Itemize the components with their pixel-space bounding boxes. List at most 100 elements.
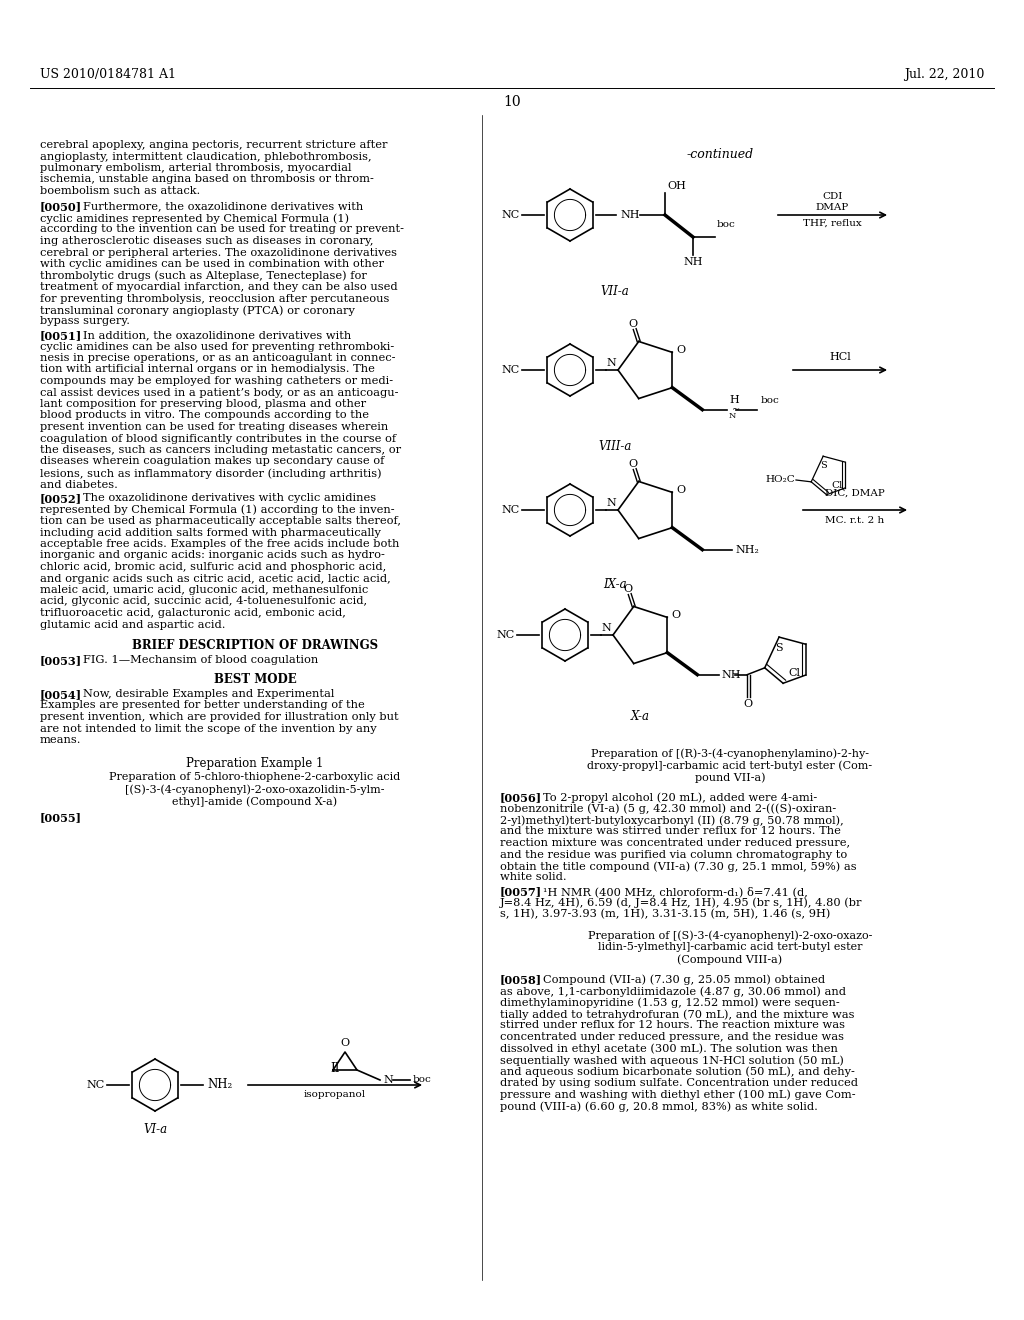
Text: Now, desirable Examples and Experimental: Now, desirable Examples and Experimental (83, 689, 335, 700)
Text: [0055]: [0055] (40, 813, 82, 824)
Text: NC: NC (497, 630, 515, 640)
Text: ing atherosclerotic diseases such as diseases in coronary,: ing atherosclerotic diseases such as dis… (40, 236, 374, 246)
Text: angioplasty, intermittent claudication, phlebothrombosis,: angioplasty, intermittent claudication, … (40, 152, 372, 161)
Text: coagulation of blood significantly contributes in the course of: coagulation of blood significantly contr… (40, 433, 396, 444)
Text: obtain the title compound (VII-a) (7.30 g, 25.1 mmol, 59%) as: obtain the title compound (VII-a) (7.30 … (500, 861, 857, 871)
Text: II: II (331, 1063, 340, 1074)
Text: treatment of myocardial infarction, and they can be also used: treatment of myocardial infarction, and … (40, 282, 397, 292)
Text: Preparation Example 1: Preparation Example 1 (186, 756, 324, 770)
Text: and the mixture was stirred under reflux for 12 hours. The: and the mixture was stirred under reflux… (500, 826, 841, 837)
Text: J=8.4 Hz, 4H), 6.59 (d, J=8.4 Hz, 1H), 4.95 (br s, 1H), 4.80 (br: J=8.4 Hz, 4H), 6.59 (d, J=8.4 Hz, 1H), 4… (500, 898, 862, 908)
Text: acid, glyconic acid, succinic acid, 4-toluenesulfonic acid,: acid, glyconic acid, succinic acid, 4-to… (40, 597, 368, 606)
Text: drated by using sodium sulfate. Concentration under reduced: drated by using sodium sulfate. Concentr… (500, 1078, 858, 1088)
Text: [(S)-3-(4-cyanophenyl)-2-oxo-oxazolidin-5-ylm-: [(S)-3-(4-cyanophenyl)-2-oxo-oxazolidin-… (125, 784, 385, 795)
Text: chloric acid, bromic acid, sulfuric acid and phosphoric acid,: chloric acid, bromic acid, sulfuric acid… (40, 562, 386, 572)
Text: [0056]: [0056] (500, 792, 542, 803)
Text: tially added to tetrahydrofuran (70 mL), and the mixture was: tially added to tetrahydrofuran (70 mL),… (500, 1008, 854, 1019)
Text: are not intended to limit the scope of the invention by any: are not intended to limit the scope of t… (40, 723, 377, 734)
Text: and aqueous sodium bicarbonate solution (50 mL), and dehy-: and aqueous sodium bicarbonate solution … (500, 1067, 855, 1077)
Text: The oxazolidinone derivatives with cyclic amidines: The oxazolidinone derivatives with cycli… (83, 492, 376, 503)
Text: N: N (601, 623, 611, 634)
Text: NC: NC (502, 506, 520, 515)
Text: maleic acid, umaric acid, gluconic acid, methanesulfonic: maleic acid, umaric acid, gluconic acid,… (40, 585, 369, 595)
Text: present invention, which are provided for illustration only but: present invention, which are provided fo… (40, 711, 398, 722)
Text: [0057]: [0057] (500, 886, 542, 898)
Text: including acid addition salts formed with pharmaceutically: including acid addition salts formed wit… (40, 528, 381, 537)
Text: lant composition for preserving blood, plasma and other: lant composition for preserving blood, p… (40, 399, 367, 409)
Text: Cl: Cl (831, 480, 843, 490)
Text: NC: NC (87, 1080, 105, 1090)
Text: according to the invention can be used for treating or prevent-: according to the invention can be used f… (40, 224, 404, 235)
Text: -continued: -continued (686, 148, 754, 161)
Text: N: N (606, 498, 616, 508)
Text: s, 1H), 3.97-3.93 (m, 1H), 3.31-3.15 (m, 5H), 1.46 (s, 9H): s, 1H), 3.97-3.93 (m, 1H), 3.31-3.15 (m,… (500, 909, 830, 919)
Text: boc: boc (413, 1076, 432, 1085)
Text: To 2-propyl alcohol (20 mL), added were 4-ami-: To 2-propyl alcohol (20 mL), added were … (543, 792, 817, 803)
Text: [0058]: [0058] (500, 974, 542, 986)
Text: [0050]: [0050] (40, 202, 82, 213)
Text: with cyclic amidines can be used in combination with other: with cyclic amidines can be used in comb… (40, 259, 384, 269)
Text: ethyl]-amide (Compound X-a): ethyl]-amide (Compound X-a) (172, 796, 338, 807)
Text: reaction mixture was concentrated under reduced pressure,: reaction mixture was concentrated under … (500, 838, 850, 847)
Text: lidin-5-ylmethyl]-carbamic acid tert-butyl ester: lidin-5-ylmethyl]-carbamic acid tert-but… (598, 942, 862, 953)
Text: In addition, the oxazolidinone derivatives with: In addition, the oxazolidinone derivativ… (83, 330, 351, 341)
Text: boembolism such as attack.: boembolism such as attack. (40, 186, 201, 195)
Text: the diseases, such as cancers including metastatic cancers, or: the diseases, such as cancers including … (40, 445, 401, 455)
Text: 2-yl)methyl)tert-butyloxycarbonyl (II) (8.79 g, 50.78 mmol),: 2-yl)methyl)tert-butyloxycarbonyl (II) (… (500, 814, 844, 825)
Text: pressure and washing with diethyl ether (100 mL) gave Com-: pressure and washing with diethyl ether … (500, 1089, 856, 1100)
Text: boc: boc (760, 396, 779, 405)
Text: US 2010/0184781 A1: US 2010/0184781 A1 (40, 69, 176, 81)
Text: Jul. 22, 2010: Jul. 22, 2010 (903, 69, 984, 81)
Text: sequentially washed with aqueous 1N-HCl solution (50 mL): sequentially washed with aqueous 1N-HCl … (500, 1055, 844, 1065)
Text: Examples are presented for better understanding of the: Examples are presented for better unders… (40, 701, 365, 710)
Text: pound VII-a): pound VII-a) (694, 772, 765, 783)
Text: BEST MODE: BEST MODE (214, 673, 296, 686)
Text: as above, 1,1-carbonyldiimidazole (4.87 g, 30.06 mmol) and: as above, 1,1-carbonyldiimidazole (4.87 … (500, 986, 846, 997)
Text: O: O (676, 486, 685, 495)
Text: S: S (820, 461, 826, 470)
Text: VII-a: VII-a (601, 285, 630, 298)
Text: DMAP: DMAP (816, 203, 849, 213)
Text: acceptable free acids. Examples of the free acids include both: acceptable free acids. Examples of the f… (40, 539, 399, 549)
Text: [0054]: [0054] (40, 689, 82, 700)
Text: glutamic acid and aspartic acid.: glutamic acid and aspartic acid. (40, 619, 225, 630)
Text: NH₂: NH₂ (735, 545, 759, 554)
Text: and organic acids such as citric acid, acetic acid, lactic acid,: and organic acids such as citric acid, a… (40, 573, 391, 583)
Text: droxy-propyl]-carbamic acid tert-butyl ester (Com-: droxy-propyl]-carbamic acid tert-butyl e… (588, 760, 872, 771)
Text: Furthermore, the oxazolidinone derivatives with: Furthermore, the oxazolidinone derivativ… (83, 202, 364, 211)
Text: X-a: X-a (631, 710, 649, 723)
Text: (Compound VIII-a): (Compound VIII-a) (678, 954, 782, 965)
Text: ~: ~ (732, 405, 740, 414)
Text: O: O (676, 346, 685, 355)
Text: DIC, DMAP: DIC, DMAP (825, 488, 885, 498)
Text: tion with artificial internal organs or in hemodialysis. The: tion with artificial internal organs or … (40, 364, 375, 375)
Text: N: N (728, 412, 735, 420)
Text: bypass surgery.: bypass surgery. (40, 317, 130, 326)
Text: [0053]: [0053] (40, 655, 82, 667)
Text: ischemia, unstable angina based on thrombosis or throm-: ischemia, unstable angina based on throm… (40, 174, 374, 185)
Text: dissolved in ethyl acetate (300 mL). The solution was then: dissolved in ethyl acetate (300 mL). The… (500, 1044, 838, 1055)
Text: thrombolytic drugs (such as Alteplase, Tenecteplase) for: thrombolytic drugs (such as Alteplase, T… (40, 271, 367, 281)
Text: cyclic amidines represented by Chemical Formula (1): cyclic amidines represented by Chemical … (40, 213, 349, 223)
Text: for preventing thrombolysis, reocclusion after percutaneous: for preventing thrombolysis, reocclusion… (40, 293, 389, 304)
Text: N: N (383, 1074, 393, 1085)
Text: dimethylaminopyridine (1.53 g, 12.52 mmol) were sequen-: dimethylaminopyridine (1.53 g, 12.52 mmo… (500, 998, 840, 1008)
Text: tion can be used as pharmaceutically acceptable salts thereof,: tion can be used as pharmaceutically acc… (40, 516, 401, 525)
Text: inorganic and organic acids: inorganic acids such as hydro-: inorganic and organic acids: inorganic a… (40, 550, 385, 561)
Text: blood products in vitro. The compounds according to the: blood products in vitro. The compounds a… (40, 411, 369, 421)
Text: pound (VIII-a) (6.60 g, 20.8 mmol, 83%) as white solid.: pound (VIII-a) (6.60 g, 20.8 mmol, 83%) … (500, 1101, 818, 1111)
Text: stirred under reflux for 12 hours. The reaction mixture was: stirred under reflux for 12 hours. The r… (500, 1020, 845, 1031)
Text: O: O (743, 698, 753, 709)
Text: FIG. 1—Mechansim of blood coagulation: FIG. 1—Mechansim of blood coagulation (83, 655, 318, 665)
Text: OH: OH (667, 181, 686, 191)
Text: NH: NH (683, 257, 702, 267)
Text: cyclic amidines can be also used for preventing rethromboki-: cyclic amidines can be also used for pre… (40, 342, 394, 351)
Text: Cl: Cl (788, 668, 800, 678)
Text: and diabetes.: and diabetes. (40, 479, 118, 490)
Text: cal assist devices used in a patient’s body, or as an anticoagu-: cal assist devices used in a patient’s b… (40, 388, 398, 397)
Text: 10: 10 (503, 95, 521, 110)
Text: IX-a: IX-a (603, 578, 627, 591)
Text: H: H (729, 395, 739, 405)
Text: lesions, such as inflammatory disorder (including arthritis): lesions, such as inflammatory disorder (… (40, 469, 382, 479)
Text: NH: NH (721, 669, 740, 680)
